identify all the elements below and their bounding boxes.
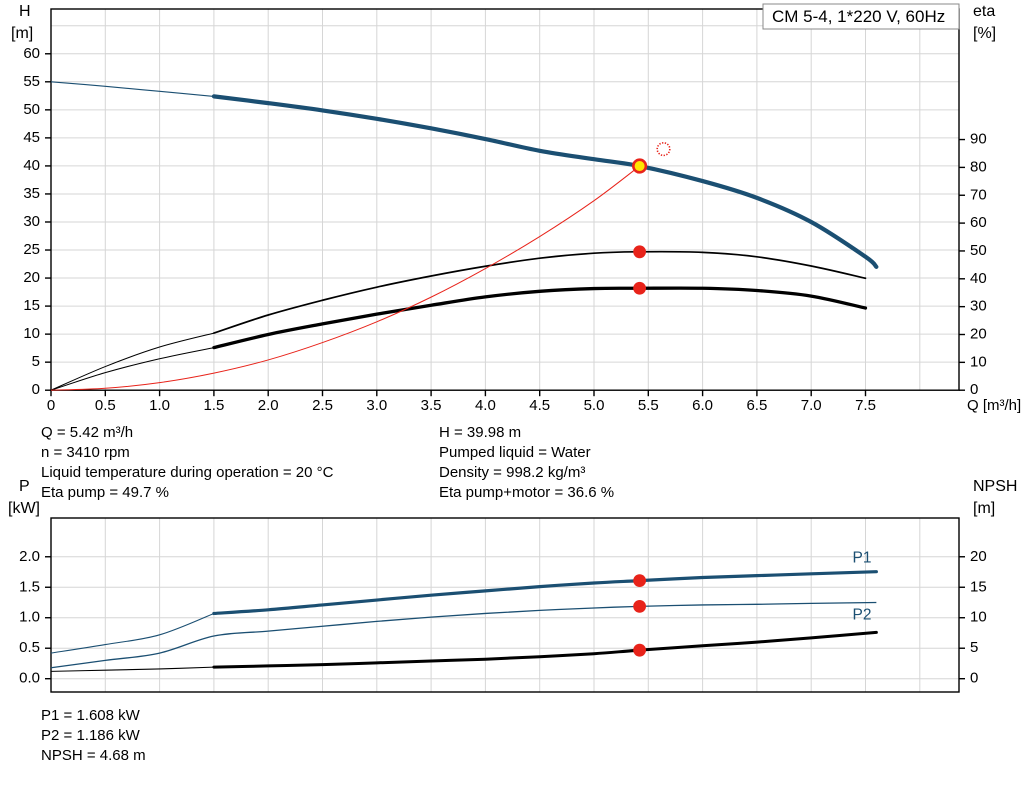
svg-text:70: 70 xyxy=(970,186,987,203)
svg-text:15: 15 xyxy=(23,297,40,314)
svg-text:10: 10 xyxy=(23,325,40,342)
svg-text:30: 30 xyxy=(23,213,40,230)
svg-text:H: H xyxy=(19,3,31,20)
svg-text:0: 0 xyxy=(970,670,978,687)
svg-text:NPSH: NPSH xyxy=(973,478,1017,495)
svg-text:2.0: 2.0 xyxy=(19,548,40,565)
svg-text:4.0: 4.0 xyxy=(475,397,496,414)
svg-text:20: 20 xyxy=(23,269,40,286)
svg-text:[m]: [m] xyxy=(11,25,33,42)
svg-text:50: 50 xyxy=(970,242,987,259)
svg-text:CM 5-4, 1*220 V, 60Hz: CM 5-4, 1*220 V, 60Hz xyxy=(772,7,945,26)
svg-text:2.5: 2.5 xyxy=(312,397,333,414)
svg-text:1.0: 1.0 xyxy=(19,609,40,626)
svg-text:3.5: 3.5 xyxy=(421,397,442,414)
svg-text:5: 5 xyxy=(32,353,40,370)
svg-text:[kW]: [kW] xyxy=(8,500,40,517)
svg-text:0.5: 0.5 xyxy=(95,397,116,414)
svg-text:40: 40 xyxy=(23,157,40,174)
svg-text:[%]: [%] xyxy=(973,25,996,42)
svg-text:7.0: 7.0 xyxy=(801,397,822,414)
svg-text:7.5: 7.5 xyxy=(855,397,876,414)
svg-text:6.0: 6.0 xyxy=(692,397,713,414)
svg-text:0: 0 xyxy=(32,381,40,398)
svg-text:4.5: 4.5 xyxy=(529,397,550,414)
svg-text:20: 20 xyxy=(970,548,987,565)
svg-text:Q [m³/h]: Q [m³/h] xyxy=(967,397,1021,414)
svg-text:30: 30 xyxy=(970,298,987,315)
svg-text:6.5: 6.5 xyxy=(746,397,767,414)
svg-text:20: 20 xyxy=(970,326,987,343)
svg-text:[m]: [m] xyxy=(973,500,995,517)
svg-text:3.0: 3.0 xyxy=(366,397,387,414)
svg-text:eta: eta xyxy=(973,3,995,20)
svg-text:5: 5 xyxy=(970,639,978,656)
svg-text:10: 10 xyxy=(970,353,987,370)
svg-text:25: 25 xyxy=(23,241,40,258)
svg-text:55: 55 xyxy=(23,73,40,90)
svg-text:40: 40 xyxy=(970,270,987,287)
svg-text:0: 0 xyxy=(970,381,978,398)
svg-text:90: 90 xyxy=(970,131,987,148)
svg-text:10: 10 xyxy=(970,609,987,626)
svg-text:45: 45 xyxy=(23,129,40,146)
svg-text:1.0: 1.0 xyxy=(149,397,170,414)
svg-text:0.5: 0.5 xyxy=(19,639,40,656)
svg-text:5.0: 5.0 xyxy=(584,397,605,414)
svg-text:P: P xyxy=(19,478,30,495)
svg-text:1.5: 1.5 xyxy=(19,578,40,595)
svg-text:0: 0 xyxy=(47,397,55,414)
svg-text:P2: P2 xyxy=(853,607,872,624)
svg-text:50: 50 xyxy=(23,101,40,118)
svg-text:2.0: 2.0 xyxy=(258,397,279,414)
svg-text:15: 15 xyxy=(970,578,987,595)
svg-text:5.5: 5.5 xyxy=(638,397,659,414)
svg-text:35: 35 xyxy=(23,185,40,202)
svg-text:60: 60 xyxy=(23,45,40,62)
svg-text:P1: P1 xyxy=(853,550,872,567)
svg-text:60: 60 xyxy=(970,214,987,231)
svg-text:1.5: 1.5 xyxy=(203,397,224,414)
svg-text:80: 80 xyxy=(970,158,987,175)
svg-text:0.0: 0.0 xyxy=(19,670,40,687)
